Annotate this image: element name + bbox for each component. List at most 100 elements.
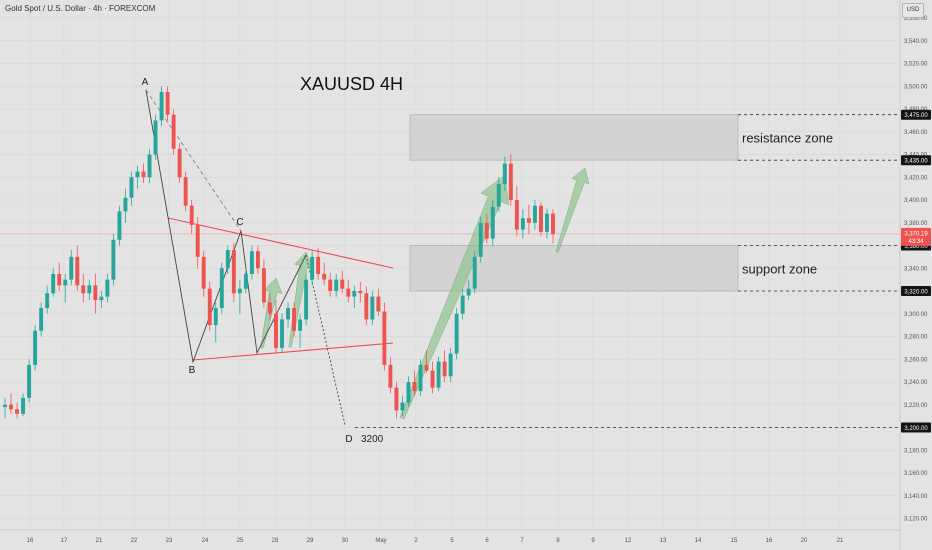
price-tick-label: 3,420.00: [904, 175, 928, 181]
candle: [334, 279, 339, 291]
time-tick-label: 30: [342, 538, 349, 544]
resistance-zone-label: resistance zone: [742, 130, 833, 145]
triangle-upper-line: [167, 217, 394, 269]
candle: [39, 308, 44, 331]
time-tick-label: 28: [272, 538, 279, 544]
candle: [406, 382, 411, 403]
last-price-tag-bg: [901, 227, 931, 246]
time-tick-label: 23: [166, 538, 173, 544]
candle: [448, 353, 453, 377]
candle: [400, 402, 405, 411]
candle: [484, 222, 489, 239]
candle: [93, 285, 98, 301]
candle: [231, 250, 236, 294]
price-tick-label: 3,160.00: [904, 471, 928, 477]
time-tick-label: 12: [625, 538, 632, 544]
bar-countdown: 43:34: [908, 239, 924, 245]
level-tag: 3,320.00: [901, 286, 931, 296]
time-tick-label: 13: [660, 538, 667, 544]
candle: [551, 213, 555, 235]
candle: [472, 256, 477, 289]
candle: [213, 308, 218, 326]
candle: [436, 361, 441, 388]
candle: [45, 293, 50, 309]
candle: [117, 211, 122, 240]
level-tag: 3,475.00: [901, 109, 931, 120]
level-tag: 3,200.00: [901, 422, 931, 433]
candle: [153, 120, 158, 155]
triangle-lower-line: [192, 342, 394, 361]
candle: [478, 222, 483, 257]
candle: [274, 313, 278, 348]
candle: [135, 171, 140, 178]
time-tick-label: 9: [591, 538, 595, 544]
candle: [99, 296, 104, 301]
level-tag-text: 3,200.00: [904, 426, 928, 432]
time-tick-label: 21: [96, 538, 103, 544]
candle: [27, 364, 32, 398]
candle: [490, 206, 495, 239]
time-tick-label: 8: [556, 538, 560, 544]
price-tick-label: 3,540.00: [904, 39, 928, 45]
candle: [460, 295, 465, 314]
resistance-zone: [409, 114, 739, 161]
candle: [298, 319, 303, 331]
price-tick-label: 3,240.00: [904, 380, 928, 386]
candle: [33, 330, 38, 365]
candle: [9, 404, 13, 410]
projection-arrow: [555, 167, 590, 253]
chart-title: XAUUSD 4H: [300, 74, 403, 94]
level-tag-bg: [901, 109, 931, 120]
candle: [81, 285, 86, 294]
time-tick-label: 14: [695, 538, 702, 544]
candle: [69, 256, 74, 280]
level-tag-bg: [901, 286, 931, 296]
price-tick-label: 3,220.00: [904, 403, 928, 409]
candle: [255, 251, 260, 269]
candle: [532, 205, 537, 223]
candle: [328, 279, 333, 291]
candle: [177, 148, 182, 178]
price-tick-label: 3,120.00: [904, 517, 928, 523]
price-tick-label: 3,500.00: [904, 84, 928, 90]
level-tag: 3,435.00: [901, 155, 931, 166]
time-tick-label: 24: [202, 538, 209, 544]
candle: [412, 382, 417, 392]
candle: [538, 205, 543, 232]
currency-button[interactable]: USD: [902, 3, 924, 18]
candle: [514, 200, 519, 230]
price-tick-label: 3,180.00: [904, 448, 928, 454]
price-tick-label: 3,280.00: [904, 335, 928, 341]
wave-point-a: A: [142, 77, 149, 88]
price-tick-label: 3,560.00: [904, 16, 928, 22]
candles-group: [3, 86, 555, 419]
level-tag-text: 3,435.00: [904, 159, 928, 165]
candle: [171, 114, 176, 149]
candle: [3, 404, 7, 408]
price-tick-label: 3,400.00: [904, 198, 928, 204]
level-tag-text: 3,320.00: [904, 290, 928, 296]
level-tag-bg: [901, 155, 931, 166]
candle: [382, 311, 387, 365]
candle: [502, 163, 507, 185]
candle: [346, 288, 351, 297]
time-tick-label: 2: [414, 538, 418, 544]
time-tick-label: 16: [27, 538, 34, 544]
time-tick-label: 25: [237, 538, 244, 544]
candle: [508, 163, 513, 200]
candle: [340, 279, 345, 289]
wave-point-b: B: [189, 365, 196, 376]
candle: [352, 291, 357, 297]
time-tick-label: 16: [766, 538, 773, 544]
candle: [105, 279, 110, 297]
candle: [466, 288, 471, 296]
time-tick-label: 17: [61, 538, 68, 544]
candle: [310, 256, 315, 280]
time-tick-label: 20: [801, 538, 808, 544]
symbol-title: Gold Spot / U.S. Dollar · 4h · FOREXCOM: [5, 4, 156, 13]
candle: [364, 293, 369, 320]
candle: [87, 285, 92, 294]
candle: [280, 319, 284, 348]
